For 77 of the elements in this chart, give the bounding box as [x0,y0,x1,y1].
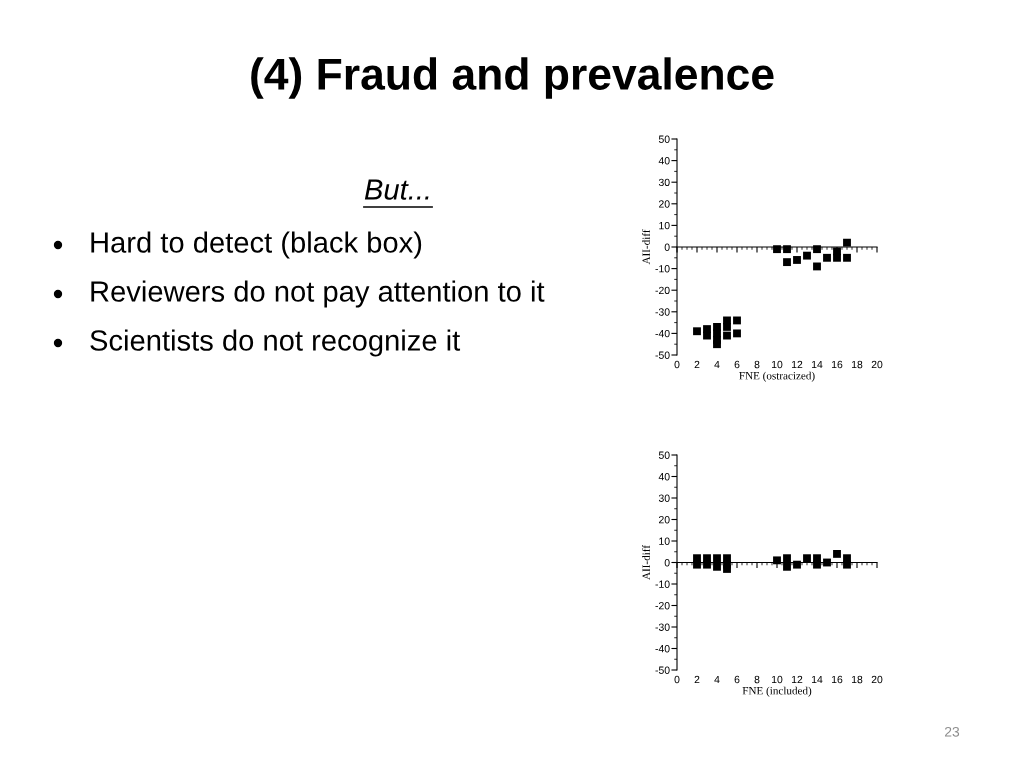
y-tick-label: 20 [658,200,670,208]
x-tick-label: 10 [772,675,783,684]
text: (4) Fraud and prevalence [251,57,774,99]
y-tick-label: 0 [664,243,670,251]
point [843,238,851,247]
y-tick-label: -20 [655,602,670,610]
point [783,258,791,267]
x-tick-label: 12 [792,360,803,369]
point [823,558,831,567]
text: Hard to detect (black box) [91,231,422,259]
x-tick-label: 18 [852,675,863,684]
y-axis-title: AII-diff [642,545,650,580]
x-tick-label: 0 [674,360,680,369]
x-tick-label: 0 [674,675,680,684]
x-tick-label: 4 [714,675,720,684]
y-tick-label: -20 [655,286,670,295]
y-tick-label: 30 [658,494,670,502]
point [723,322,731,331]
point [713,554,721,563]
y-tick-label: 30 [658,178,670,187]
x-tick-label: 16 [832,360,843,369]
x-axis-title: FNE (ostracized) [739,371,815,382]
point [733,329,741,338]
point [773,556,781,565]
x-tick-label: 14 [812,675,823,684]
text: But... [364,179,429,200]
point [723,331,731,340]
y-tick-label: -50 [655,666,670,674]
point [833,549,841,558]
y-tick-label: 10 [659,221,670,230]
y-tick-label: -10 [655,265,670,273]
x-tick-label: 12 [792,675,803,684]
point [833,253,841,262]
text: Scientists do not recognize it [90,329,461,357]
point [793,256,801,264]
x-tick-label: 8 [754,360,760,369]
x-tick-label: 6 [734,360,740,369]
text: Reviewers do not pay attention to it [91,280,545,308]
x-tick-label: 20 [871,675,883,684]
x-tick-label: 20 [871,360,883,369]
point [783,562,791,571]
x-tick-label: 16 [832,675,843,684]
x-axis-title: FNE (included) [742,686,812,697]
x-tick-label: 18 [852,360,863,369]
x-tick-label: 8 [754,675,760,684]
y-tick-label: 0 [664,559,670,567]
y-tick-label: 20 [658,516,670,524]
y-tick-label: 40 [658,157,670,165]
y-axis-title: AII-diff [642,229,650,265]
y-tick-label: -10 [655,580,670,588]
x-tick-label: 2 [694,675,700,684]
x-tick-label: 2 [694,360,700,369]
point [713,340,721,349]
point [733,316,741,325]
text: 23 [944,726,960,737]
y-tick-label: -30 [655,308,670,316]
point [803,554,811,563]
x-tick-label: 6 [734,675,740,684]
x-tick-label: 14 [812,360,823,369]
y-tick-label: 50 [658,451,670,459]
point [813,262,821,271]
y-tick-label: 50 [658,135,670,143]
y-tick-label: 40 [658,473,670,481]
y-tick-label: -30 [655,623,670,631]
point [803,251,811,260]
x-tick-label: 4 [714,360,720,369]
point [823,253,831,262]
point [693,327,701,336]
x-tick-label: 10 [772,360,783,369]
y-tick-label: -40 [655,645,670,653]
point [843,253,851,262]
y-tick-label: -40 [655,329,670,338]
point [783,554,791,563]
point [723,565,731,573]
y-tick-label: -50 [655,351,670,359]
y-tick-label: 10 [659,537,670,545]
point [703,331,711,340]
